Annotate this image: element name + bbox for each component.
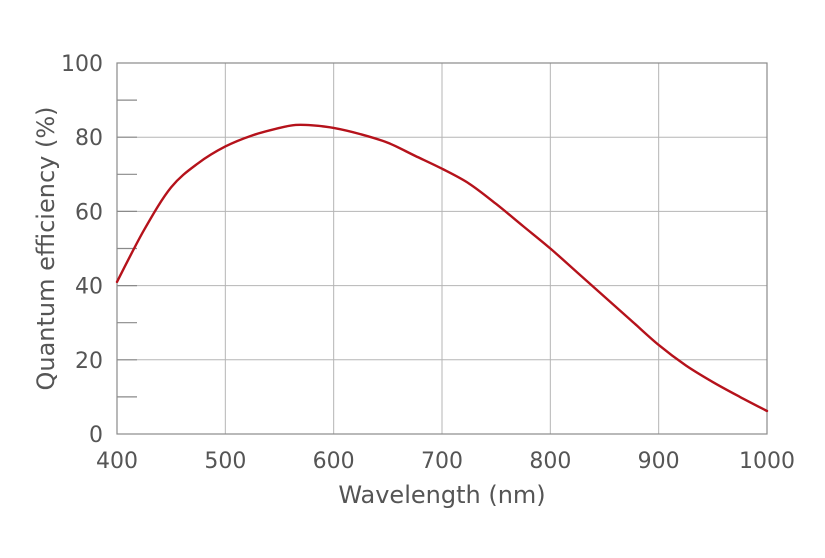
y-tick-label-60: 60 bbox=[75, 200, 103, 225]
y-axis-title: Quantum efficiency (%) bbox=[32, 106, 60, 390]
y-tick-label-20: 20 bbox=[75, 349, 103, 374]
x-tick-label-400: 400 bbox=[96, 449, 138, 474]
x-tick-label-900: 900 bbox=[638, 449, 680, 474]
series-line-quantum-efficiency bbox=[115, 123, 769, 413]
x-tick-label-800: 800 bbox=[529, 449, 571, 474]
x-tick-label-600: 600 bbox=[313, 449, 355, 474]
minor-ticks bbox=[117, 99, 137, 398]
y-tick-labels: 0 20 40 60 80 100 bbox=[61, 52, 103, 448]
plot-frame bbox=[116, 62, 768, 435]
y-tick-label-100: 100 bbox=[61, 52, 103, 77]
x-axis-title: Wavelength (nm) bbox=[338, 481, 545, 509]
x-tick-label-700: 700 bbox=[421, 449, 463, 474]
x-tick-labels: 400 500 600 700 800 900 1000 bbox=[96, 449, 795, 474]
x-tick-label-500: 500 bbox=[204, 449, 246, 474]
x-tick-label-1000: 1000 bbox=[739, 449, 795, 474]
y-tick-label-0: 0 bbox=[89, 423, 103, 448]
y-tick-label-80: 80 bbox=[75, 126, 103, 151]
y-tick-label-40: 40 bbox=[75, 275, 103, 300]
grid-lines bbox=[116, 62, 768, 435]
series-layer bbox=[115, 123, 769, 413]
